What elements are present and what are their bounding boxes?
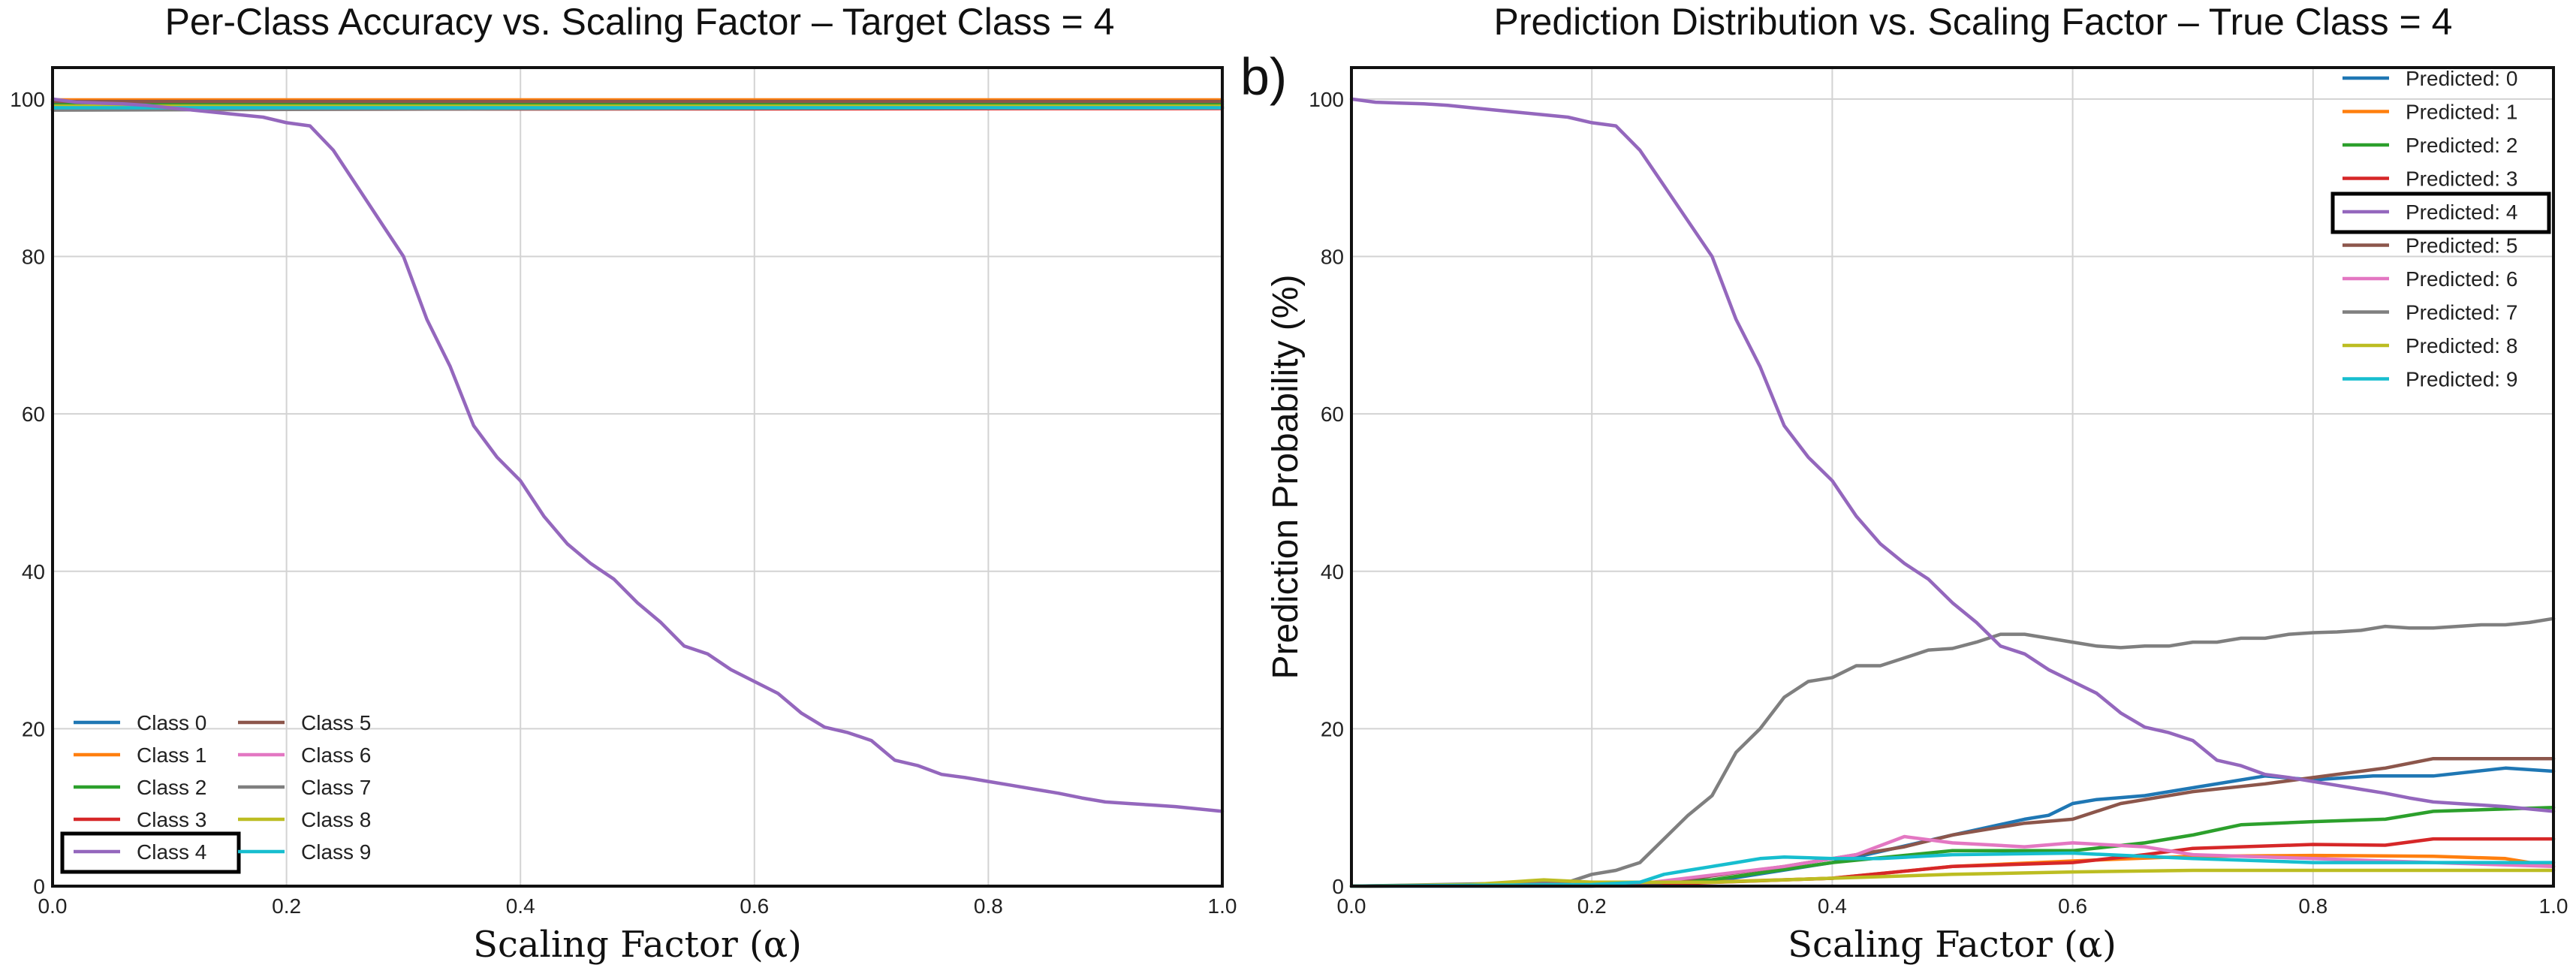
x-tick-label: 1.0 (1208, 894, 1237, 918)
y-tick-label: 60 (22, 403, 45, 426)
chart-title: Per-Class Accuracy vs. Scaling Factor – … (165, 1, 1115, 43)
legend-label: Predicted: 3 (2406, 167, 2517, 191)
panel-prediction-distribution: b) Prediction Distribution vs. Scaling F… (1240, 1, 2568, 966)
panel-per-class-accuracy: Per-Class Accuracy vs. Scaling Factor – … (10, 1, 1237, 966)
legend-label: Class 6 (301, 743, 371, 767)
legend-label: Predicted: 8 (2406, 334, 2517, 357)
x-tick-label: 0.4 (506, 894, 535, 918)
x-tick-label: 0.2 (272, 894, 301, 918)
y-tick-label: 40 (1321, 560, 1344, 583)
legend-label: Class 9 (301, 840, 371, 864)
series-lines (50, 97, 1225, 813)
legend-label: Predicted: 9 (2406, 368, 2517, 391)
panel-label: b) (1240, 47, 1287, 106)
legend-label: Class 3 (137, 808, 206, 831)
axis-ticks: 0.0 0.2 0.4 0.6 0.8 1.0 0 20 40 60 80 100 (10, 88, 1237, 918)
y-axis-label: Prediction Probability (%) (1266, 275, 1306, 680)
series-lines (1349, 97, 2556, 888)
series-line-predicted-0 (1349, 766, 2556, 888)
x-tick-label: 0.2 (1577, 894, 1607, 918)
chart-title: Prediction Distribution vs. Scaling Fact… (1494, 1, 2453, 43)
legend-label: Class 7 (301, 776, 371, 799)
legend-label: Predicted: 0 (2406, 67, 2517, 90)
series-line-class-4 (50, 97, 1225, 813)
series-line-predicted-9 (1349, 851, 2556, 888)
y-tick-label: 20 (22, 717, 45, 740)
y-tick-label: 20 (1321, 717, 1344, 740)
plot-frame (51, 66, 1224, 888)
series-line-predicted-7 (1349, 617, 2556, 888)
axis-ticks: 0.0 0.2 0.4 0.6 0.8 1.0 0 20 40 60 80 100 (1309, 88, 2568, 918)
legend-label: Predicted: 5 (2406, 234, 2517, 258)
legend-label: Predicted: 2 (2406, 134, 2517, 157)
x-tick-label: 0.0 (38, 894, 68, 918)
legend-label: Class 2 (137, 776, 206, 799)
y-tick-label: 80 (1321, 246, 1344, 269)
series-line-predicted-6 (1349, 834, 2556, 888)
legend: Predicted: 0 Predicted: 1 Predicted: 2 Pred… (2330, 67, 2551, 391)
x-tick-label: 0.8 (2298, 894, 2327, 918)
legend-label: Predicted: 7 (2406, 301, 2517, 324)
legend-label: Class 0 (137, 711, 206, 734)
x-tick-label: 0.6 (740, 894, 769, 918)
y-tick-label: 40 (22, 560, 45, 583)
legend-label: Class 8 (301, 808, 371, 831)
x-axis-label: Scaling Factor (α) (1788, 924, 2117, 966)
x-tick-label: 0.0 (1337, 894, 1366, 918)
legend-label: Predicted: 6 (2406, 267, 2517, 291)
x-tick-label: 1.0 (2539, 894, 2568, 918)
series-line-predicted-4 (1349, 97, 2556, 813)
y-tick-label: 80 (22, 246, 45, 269)
x-tick-label: 0.4 (1818, 894, 1847, 918)
legend-label: Class 4 (137, 840, 206, 864)
legend-highlight-box (2330, 191, 2551, 234)
y-tick-label: 0 (1332, 875, 1344, 898)
y-tick-label: 60 (1321, 403, 1344, 426)
y-tick-label: 100 (10, 88, 45, 111)
x-tick-label: 0.6 (2058, 894, 2087, 918)
legend: Class 0 Class 1 Class 2 Class 3 Class 4 Class… (60, 711, 371, 874)
legend-label: Predicted: 4 (2406, 201, 2517, 224)
series-line-predicted-8 (1349, 868, 2556, 888)
x-axis-label: Scaling Factor (α) (473, 924, 802, 966)
y-tick-label: 100 (1309, 88, 1344, 111)
x-tick-label: 0.8 (974, 894, 1003, 918)
y-tick-label: 0 (33, 875, 45, 898)
grid (52, 68, 1223, 887)
legend-label: Class 5 (301, 711, 371, 734)
grid (1351, 68, 2554, 887)
series-line-predicted-2 (1349, 805, 2556, 888)
plot-frame (1350, 66, 2555, 888)
legend-label: Class 1 (137, 743, 206, 767)
legend-label: Predicted: 1 (2406, 101, 2517, 124)
